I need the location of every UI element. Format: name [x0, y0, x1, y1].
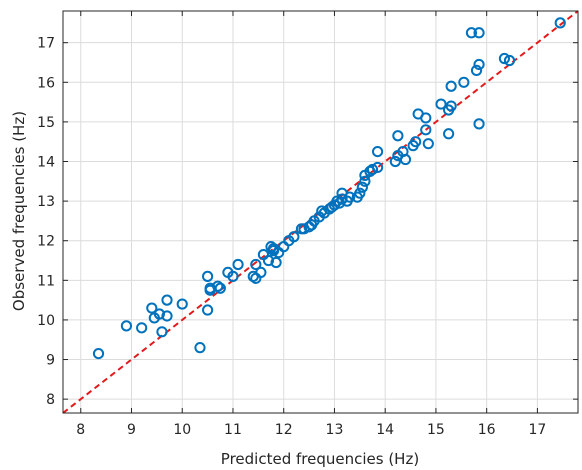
data-point: [356, 181, 368, 193]
data-point: [458, 76, 470, 88]
y-tick-label: 16: [37, 75, 55, 91]
x-tick-label: 14: [376, 422, 394, 438]
x-tick-labels: 8 9 10 11 12 13 14 15 16 17: [76, 422, 546, 438]
data-point: [161, 310, 173, 322]
data-point: [422, 138, 434, 150]
x-tick-label: 9: [127, 422, 136, 438]
x-tick-label: 12: [275, 422, 293, 438]
data-point: [503, 54, 516, 67]
data-point: [202, 270, 214, 282]
x-tick-label: 17: [528, 422, 546, 438]
data-point: [255, 266, 267, 278]
y-tick-label: 8: [46, 392, 55, 408]
data-point: [146, 302, 158, 314]
x-tick-label: 11: [224, 422, 242, 438]
data-point: [136, 322, 148, 334]
x-tick-label: 15: [427, 422, 445, 438]
data-point: [389, 155, 401, 168]
data-point: [214, 282, 226, 294]
x-tick-label: 16: [478, 422, 496, 438]
data-point: [161, 294, 173, 306]
data-point: [156, 326, 168, 338]
data-point: [435, 98, 447, 110]
data-point: [176, 298, 188, 310]
y-tick-label: 9: [46, 353, 55, 369]
reference-line-layer: [62, 10, 579, 414]
plot-frame: [62, 10, 579, 414]
data-point: [359, 175, 371, 187]
data-point: [232, 258, 244, 271]
data-point: [212, 280, 224, 292]
y-tick-label: 12: [37, 234, 55, 250]
data-point: [473, 58, 485, 71]
data-point: [410, 136, 422, 148]
data-point: [202, 304, 214, 316]
data-point: [498, 52, 511, 65]
x-tick-label: 13: [326, 422, 344, 438]
data-point: [227, 270, 239, 282]
data-point: [92, 347, 105, 360]
data-point: [250, 272, 262, 284]
data-point: [473, 27, 485, 39]
data-point: [465, 27, 478, 39]
data-point: [473, 118, 485, 130]
data-point: [250, 258, 262, 271]
data-point: [270, 256, 282, 269]
x-tick-label: 10: [173, 422, 191, 438]
data-point: [420, 112, 432, 124]
y-tick-label: 17: [37, 36, 55, 52]
data-point: [153, 308, 166, 320]
axes: [62, 10, 579, 414]
y-tick-label: 10: [37, 313, 55, 329]
data-point: [371, 146, 384, 158]
data-point: [267, 245, 280, 257]
y-tick-label: 15: [37, 115, 55, 131]
y-axis-label: Observed frequencies (Hz): [10, 111, 28, 311]
y-tick-label: 11: [37, 273, 55, 289]
data-points: [92, 17, 566, 360]
data-point: [288, 231, 300, 243]
y-tick-labels: 8 9 10 11 12 13 14 15 16 17: [37, 36, 55, 408]
data-point: [399, 153, 412, 166]
data-point: [443, 128, 455, 140]
y-tick-label: 13: [37, 194, 55, 210]
data-point: [354, 187, 366, 199]
data-point: [420, 124, 432, 136]
data-point: [554, 17, 566, 29]
y-tick-label: 14: [37, 155, 55, 171]
data-point: [445, 100, 457, 112]
data-point: [120, 320, 133, 332]
data-point: [316, 205, 328, 217]
data-point: [445, 80, 457, 92]
data-point: [336, 193, 348, 205]
data-point: [371, 161, 384, 174]
x-axis-label: Predicted frequencies (Hz): [221, 450, 419, 468]
grid: [63, 11, 578, 413]
data-point: [366, 163, 379, 176]
data-point: [194, 342, 206, 354]
reference-line: [62, 10, 579, 414]
data-point: [262, 254, 275, 267]
x-tick-label: 8: [76, 422, 85, 438]
data-point: [470, 64, 483, 77]
data-point: [392, 130, 404, 142]
data-point: [344, 191, 356, 203]
